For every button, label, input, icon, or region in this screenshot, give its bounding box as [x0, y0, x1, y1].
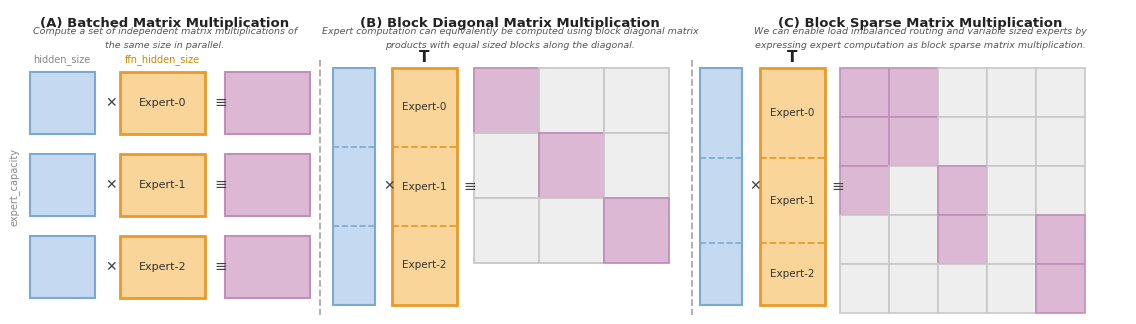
Bar [840, 117, 889, 166]
Text: ✕: ✕ [106, 96, 117, 110]
Bar [604, 198, 669, 263]
Bar [889, 117, 938, 166]
Text: products with equal sized blocks along the diagonal.: products with equal sized blocks along t… [385, 40, 635, 50]
Bar [938, 166, 987, 215]
Text: We can enable load imbalanced routing and variable sized experts by: We can enable load imbalanced routing an… [753, 28, 1086, 37]
Text: ≡: ≡ [463, 179, 476, 194]
Bar [700, 68, 742, 305]
Text: ✕: ✕ [106, 260, 117, 274]
Bar [987, 264, 1036, 313]
Text: Expert-1: Expert-1 [139, 180, 186, 190]
Bar [538, 198, 604, 263]
Bar [225, 154, 310, 216]
Bar [474, 133, 538, 198]
Text: ✕: ✕ [383, 179, 395, 193]
Bar [1036, 166, 1085, 215]
Text: hidden_size: hidden_size [33, 54, 91, 65]
Text: T: T [787, 51, 797, 65]
Bar [1036, 68, 1085, 117]
Text: Expert-2: Expert-2 [402, 260, 446, 271]
Text: expert_capacity: expert_capacity [9, 147, 19, 226]
Text: Expert-2: Expert-2 [139, 262, 186, 272]
Text: (C) Block Sparse Matrix Multiplication: (C) Block Sparse Matrix Multiplication [778, 17, 1062, 29]
Bar [1036, 117, 1085, 166]
Bar [840, 264, 889, 313]
Text: the same size in parallel.: the same size in parallel. [106, 40, 225, 50]
Bar [392, 68, 457, 305]
Bar [120, 72, 204, 134]
Text: Expert-0: Expert-0 [402, 102, 446, 112]
Bar [938, 117, 987, 166]
Text: (A) Batched Matrix Multiplication: (A) Batched Matrix Multiplication [41, 17, 290, 29]
Bar [889, 166, 938, 215]
Text: expressing expert computation as block sparse matrix multiplication.: expressing expert computation as block s… [754, 40, 1085, 50]
Text: ffn_hidden_size: ffn_hidden_size [125, 54, 200, 65]
Bar [938, 68, 987, 117]
Bar [987, 215, 1036, 264]
Bar [30, 236, 95, 298]
Bar [987, 166, 1036, 215]
Bar [1036, 264, 1085, 313]
Text: Expert-2: Expert-2 [770, 269, 815, 279]
Bar [760, 68, 825, 305]
Text: ≡: ≡ [215, 260, 227, 274]
Bar [889, 215, 938, 264]
Bar [889, 264, 938, 313]
Bar [938, 264, 987, 313]
Bar [120, 236, 204, 298]
Bar [333, 68, 375, 305]
Bar [120, 154, 204, 216]
Bar [30, 72, 95, 134]
Text: ≡: ≡ [832, 179, 844, 194]
Bar [840, 68, 889, 117]
Bar [987, 68, 1036, 117]
Text: ✕: ✕ [106, 178, 117, 192]
Bar [225, 236, 310, 298]
Text: Expert-1: Expert-1 [770, 196, 815, 206]
Text: T: T [419, 51, 429, 65]
Bar [30, 154, 95, 216]
Text: Expert-1: Expert-1 [402, 181, 446, 191]
Text: ≡: ≡ [215, 178, 227, 192]
Bar [840, 215, 889, 264]
Text: Expert-0: Expert-0 [139, 98, 186, 108]
Bar [840, 166, 889, 215]
Text: (B) Block Diagonal Matrix Multiplication: (B) Block Diagonal Matrix Multiplication [360, 17, 660, 29]
Bar [604, 133, 669, 198]
Bar [538, 68, 604, 133]
Text: ≡: ≡ [215, 96, 227, 110]
Bar [889, 68, 938, 117]
Text: ✕: ✕ [749, 179, 761, 193]
Bar [474, 68, 538, 133]
Text: Expert-0: Expert-0 [770, 108, 815, 118]
Bar [474, 198, 538, 263]
Bar [987, 117, 1036, 166]
Text: Compute a set of independent matrix multiplications of: Compute a set of independent matrix mult… [33, 28, 298, 37]
Text: Expert computation can equivalently be computed using block diagonal matrix: Expert computation can equivalently be c… [321, 28, 699, 37]
Bar [225, 72, 310, 134]
Bar [1036, 215, 1085, 264]
Bar [604, 68, 669, 133]
Bar [938, 215, 987, 264]
Bar [538, 133, 604, 198]
